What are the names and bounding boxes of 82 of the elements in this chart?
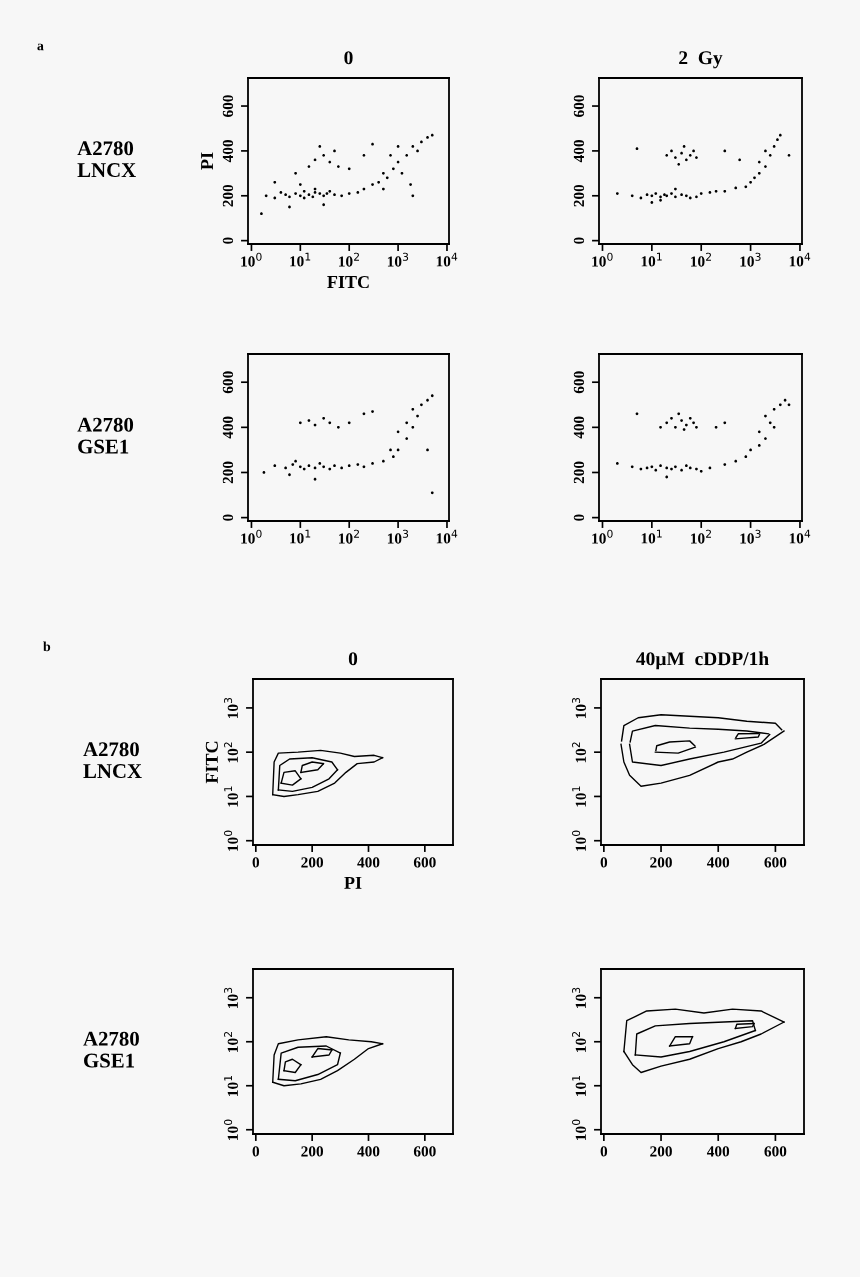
x-tick-label: 10$^{2}$ <box>691 252 711 267</box>
x-tick-label: 600 <box>413 1146 436 1157</box>
y-tick-label: 10$^{3}$ <box>224 697 238 719</box>
x-tick-label: 0 <box>252 1146 260 1157</box>
x-tick-label: 10$^{4}$ <box>436 252 458 267</box>
y-tick-label: 10$^{3}$ <box>224 987 238 1008</box>
y-tick-label: 200 <box>222 461 234 484</box>
x-tick-label: 10$^{0}$ <box>241 529 262 544</box>
chart-title: 40µM cDDP/1h <box>636 651 769 670</box>
y-tick-label: 600 <box>573 371 585 394</box>
x-tick-label: 10$^{2}$ <box>691 529 711 544</box>
x-tick-label: 10$^{4}$ <box>789 529 811 544</box>
chart-title: 0 <box>344 51 353 65</box>
x-tick-label: 10$^{2}$ <box>339 529 359 544</box>
x-tick-label: 200 <box>301 857 324 868</box>
x-tick-label: 10$^{0}$ <box>592 529 613 544</box>
y-tick-label: 600 <box>222 371 234 394</box>
x-tick-label: 10$^{2}$ <box>339 252 359 267</box>
x-tick-label: 200 <box>650 857 672 868</box>
x-tick-label: 0 <box>600 857 608 868</box>
chart-title: 2 Gy <box>679 51 723 69</box>
y-tick-label: 0 <box>573 237 585 244</box>
y-tick-label: 10$^{0}$ <box>572 1119 586 1140</box>
x-tick-label: 10$^{1}$ <box>290 252 311 267</box>
x-tick-label: 600 <box>764 1146 787 1157</box>
x-axis-title: PI <box>344 876 362 889</box>
x-tick-label: 200 <box>301 1146 324 1157</box>
x-axis-title: FITC <box>327 275 369 289</box>
x-tick-label: 10$^{0}$ <box>592 252 613 267</box>
x-tick-label: 0 <box>252 857 260 868</box>
x-tick-label: 10$^{3}$ <box>740 529 761 544</box>
text: b <box>43 641 51 652</box>
chart-title: 0 <box>348 652 358 666</box>
y-tick-label: 200 <box>573 461 585 484</box>
y-tick-label: 10$^{2}$ <box>224 1031 238 1052</box>
x-tick-label: 400 <box>706 1146 730 1157</box>
y-tick-label: 600 <box>222 95 234 117</box>
x-tick-label: 600 <box>413 857 436 868</box>
y-tick-label: 10$^{1}$ <box>572 1075 586 1096</box>
y-tick-label: 200 <box>222 184 234 207</box>
x-tick-label: 10$^{1}$ <box>641 529 662 544</box>
text: A2780 GSE1 <box>77 417 134 454</box>
x-tick-label: 10$^{1}$ <box>641 252 662 267</box>
y-tick-label: 10$^{1}$ <box>224 1075 238 1096</box>
x-tick-label: 10$^{0}$ <box>241 252 262 267</box>
y-tick-label: 0 <box>222 514 234 521</box>
text: A2780 LNCX <box>83 742 142 779</box>
y-tick-label: 200 <box>573 184 585 207</box>
y-axis-title: FITC <box>205 741 218 784</box>
x-tick-label: 400 <box>357 1146 380 1157</box>
y-tick-label: 0 <box>222 237 234 244</box>
y-tick-label: 10$^{1}$ <box>572 786 586 807</box>
y-tick-label: 10$^{2}$ <box>224 742 238 763</box>
y-tick-label: 400 <box>222 416 234 439</box>
y-tick-label: 10$^{0}$ <box>572 830 586 851</box>
y-tick-label: 400 <box>222 140 234 163</box>
y-tick-label: 10$^{2}$ <box>572 1031 586 1052</box>
x-tick-label: 10$^{3}$ <box>387 529 409 544</box>
text: A2780 LNCX <box>77 141 136 178</box>
y-tick-label: 10$^{3}$ <box>572 987 586 1008</box>
x-tick-label: 200 <box>650 1146 672 1157</box>
y-tick-label: 10$^{0}$ <box>224 830 238 851</box>
x-tick-label: 400 <box>357 857 380 868</box>
x-tick-label: 10$^{3}$ <box>740 252 761 267</box>
x-tick-label: 10$^{1}$ <box>290 529 311 544</box>
x-tick-label: 600 <box>764 857 787 868</box>
y-tick-label: 0 <box>573 514 585 521</box>
x-tick-label: 10$^{3}$ <box>387 252 409 267</box>
x-tick-label: 0 <box>600 1146 608 1157</box>
y-tick-label: 400 <box>573 140 585 163</box>
y-tick-label: 10$^{1}$ <box>224 786 238 807</box>
y-tick-label: 10$^{2}$ <box>572 742 586 763</box>
text: a <box>37 43 44 51</box>
x-tick-label: 10$^{4}$ <box>789 252 811 267</box>
y-tick-label: 600 <box>573 95 585 117</box>
text: A2780 GSE1 <box>83 1031 139 1068</box>
y-axis-title: PI <box>201 152 213 170</box>
y-tick-label: 400 <box>573 416 585 439</box>
x-tick-label: 10$^{4}$ <box>436 529 458 544</box>
x-tick-label: 400 <box>706 857 730 868</box>
y-tick-label: 10$^{3}$ <box>572 697 586 719</box>
y-tick-label: 10$^{0}$ <box>224 1119 238 1140</box>
